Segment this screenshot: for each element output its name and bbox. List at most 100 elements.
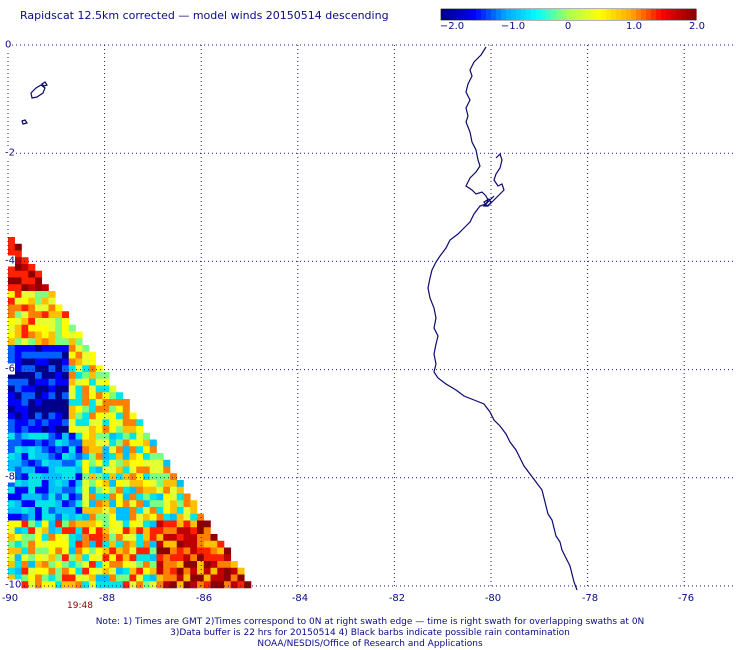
wind-cell bbox=[14, 480, 22, 488]
wind-cell bbox=[8, 331, 16, 339]
wind-cell bbox=[224, 561, 232, 569]
wind-cell bbox=[197, 520, 205, 528]
wind-cell bbox=[143, 432, 151, 440]
wind-cell bbox=[14, 453, 22, 461]
wind-cell bbox=[48, 372, 56, 380]
wind-cell bbox=[55, 561, 63, 569]
wind-cell bbox=[190, 507, 198, 515]
wind-cell bbox=[8, 284, 16, 292]
wind-cell bbox=[62, 561, 70, 569]
wind-cell bbox=[143, 493, 151, 501]
wind-cell bbox=[41, 446, 49, 454]
colorbar-segment bbox=[476, 9, 482, 20]
wind-cell bbox=[197, 567, 205, 575]
wind-cell bbox=[163, 466, 171, 474]
wind-cell bbox=[41, 500, 49, 508]
wind-cell bbox=[28, 561, 36, 569]
wind-cell bbox=[28, 493, 36, 501]
wind-cell bbox=[170, 581, 178, 589]
wind-cell bbox=[62, 358, 70, 366]
wind-cell bbox=[68, 412, 76, 420]
wind-cell bbox=[197, 527, 205, 535]
wind-cell bbox=[95, 432, 103, 440]
wind-cell bbox=[116, 513, 124, 521]
wind-cell bbox=[21, 540, 29, 548]
wind-cell bbox=[82, 480, 90, 488]
wind-cell bbox=[102, 554, 110, 562]
wind-cell bbox=[237, 567, 245, 575]
wind-cell bbox=[21, 567, 29, 575]
wind-cell bbox=[129, 466, 137, 474]
wind-cell bbox=[14, 345, 22, 353]
colorbar-segment bbox=[546, 9, 552, 20]
wind-cell bbox=[149, 581, 157, 589]
wind-cell bbox=[136, 561, 144, 569]
wind-cell bbox=[122, 405, 130, 413]
wind-cell bbox=[109, 453, 117, 461]
colorbar-segment bbox=[576, 9, 582, 20]
wind-cell bbox=[48, 291, 56, 299]
wind-cell bbox=[95, 486, 103, 494]
wind-cell bbox=[14, 540, 22, 548]
wind-cell bbox=[68, 581, 76, 589]
wind-cell bbox=[116, 534, 124, 542]
wind-cell bbox=[122, 513, 130, 521]
wind-cell bbox=[95, 405, 103, 413]
swath-time-label: 19:48 bbox=[67, 601, 93, 611]
wind-cell bbox=[28, 426, 36, 434]
wind-cell bbox=[149, 534, 157, 542]
wind-cell bbox=[28, 419, 36, 427]
wind-cell bbox=[41, 392, 49, 400]
wind-cell bbox=[8, 500, 16, 508]
wind-cell bbox=[197, 574, 205, 582]
wind-cell bbox=[14, 385, 22, 393]
wind-cell bbox=[156, 574, 164, 582]
wind-cell bbox=[203, 547, 211, 555]
wind-cell bbox=[68, 351, 76, 359]
wind-cell bbox=[203, 581, 211, 589]
wind-cell bbox=[75, 527, 83, 535]
wind-cell bbox=[68, 426, 76, 434]
wind-cell bbox=[35, 446, 43, 454]
wind-cell bbox=[62, 493, 70, 501]
wind-cell bbox=[149, 527, 157, 535]
wind-cell bbox=[89, 480, 97, 488]
wind-cell bbox=[48, 318, 56, 326]
wind-cell bbox=[129, 554, 137, 562]
wind-cell bbox=[14, 338, 22, 346]
wind-cell bbox=[95, 513, 103, 521]
wind-cell bbox=[68, 486, 76, 494]
wind-cell bbox=[183, 567, 191, 575]
wind-cell bbox=[244, 581, 252, 589]
wind-cell bbox=[95, 480, 103, 488]
wind-cell bbox=[75, 507, 83, 515]
wind-cell bbox=[21, 324, 29, 332]
wind-cell bbox=[75, 338, 83, 346]
wind-cell bbox=[55, 493, 63, 501]
wind-cell bbox=[176, 554, 184, 562]
wind-cell bbox=[62, 581, 70, 589]
wind-cell bbox=[21, 513, 29, 521]
wind-cell bbox=[35, 419, 43, 427]
wind-cell bbox=[82, 392, 90, 400]
wind-cell bbox=[116, 432, 124, 440]
wind-cell bbox=[75, 372, 83, 380]
wind-cell bbox=[14, 331, 22, 339]
wind-cell bbox=[82, 554, 90, 562]
colorbar-segment bbox=[676, 9, 682, 20]
wind-cell bbox=[8, 547, 16, 555]
wind-cell bbox=[116, 459, 124, 467]
wind-cell bbox=[230, 581, 238, 589]
wind-cell bbox=[102, 507, 110, 515]
wind-cell bbox=[48, 426, 56, 434]
wind-cell bbox=[41, 567, 49, 575]
colorbar-segment bbox=[621, 9, 627, 20]
wind-cell bbox=[41, 480, 49, 488]
wind-cell bbox=[116, 547, 124, 555]
lon-label: -86 bbox=[195, 593, 213, 604]
colorbar-segment bbox=[486, 9, 492, 20]
wind-cell bbox=[28, 507, 36, 515]
wind-cell bbox=[82, 372, 90, 380]
wind-cell bbox=[41, 520, 49, 528]
note-line-3: NOAA/NESDIS/Office of Research and Appli… bbox=[257, 639, 483, 649]
